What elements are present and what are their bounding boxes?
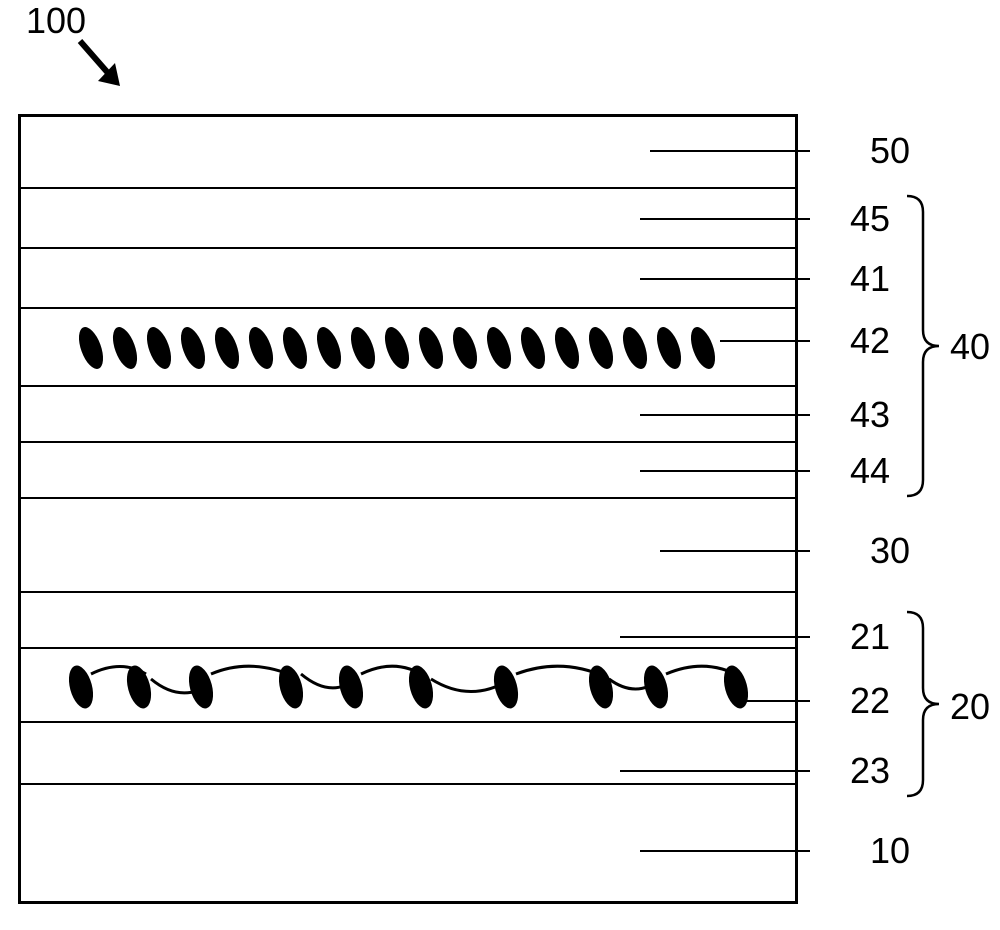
- callout-label-50: 50: [870, 130, 910, 172]
- callout-line-23: [620, 770, 810, 772]
- callout-label-21: 21: [850, 616, 890, 658]
- callout-line-22: [740, 700, 810, 702]
- callout-line-21: [620, 636, 810, 638]
- layer-stack: [18, 114, 798, 904]
- callout-line-50: [650, 150, 810, 152]
- callout-line-10: [640, 850, 810, 852]
- callout-label-22: 22: [850, 680, 890, 722]
- callout-line-45: [640, 218, 810, 220]
- callout-label-42: 42: [850, 320, 890, 362]
- callout-line-30: [660, 550, 810, 552]
- callout-line-43: [640, 414, 810, 416]
- ellipses-row-22: [51, 649, 781, 723]
- callout-label-23: 23: [850, 750, 890, 792]
- callout-label-44: 44: [850, 450, 890, 492]
- layer-10: [21, 785, 795, 865]
- callout-line-41: [640, 278, 810, 280]
- bracket-label-40: 40: [950, 326, 990, 368]
- callout-label-30: 30: [870, 530, 910, 572]
- callout-line-42: [720, 340, 810, 342]
- bracket-40: [905, 186, 945, 506]
- bracket-label-20: 20: [950, 686, 990, 728]
- layer-30: [21, 499, 795, 593]
- callout-line-44: [640, 470, 810, 472]
- layer-42: [21, 309, 795, 387]
- layer-50: [21, 117, 795, 189]
- bracket-20: [905, 602, 945, 806]
- layer-22: [21, 649, 795, 723]
- callout-label-10: 10: [870, 830, 910, 872]
- layer-21: [21, 593, 795, 649]
- ellipses-row-42: [61, 309, 791, 387]
- callout-label-45: 45: [850, 198, 890, 240]
- layer-23: [21, 723, 795, 785]
- title-arrow: [70, 36, 140, 106]
- callout-label-41: 41: [850, 258, 890, 300]
- callout-label-43: 43: [850, 394, 890, 436]
